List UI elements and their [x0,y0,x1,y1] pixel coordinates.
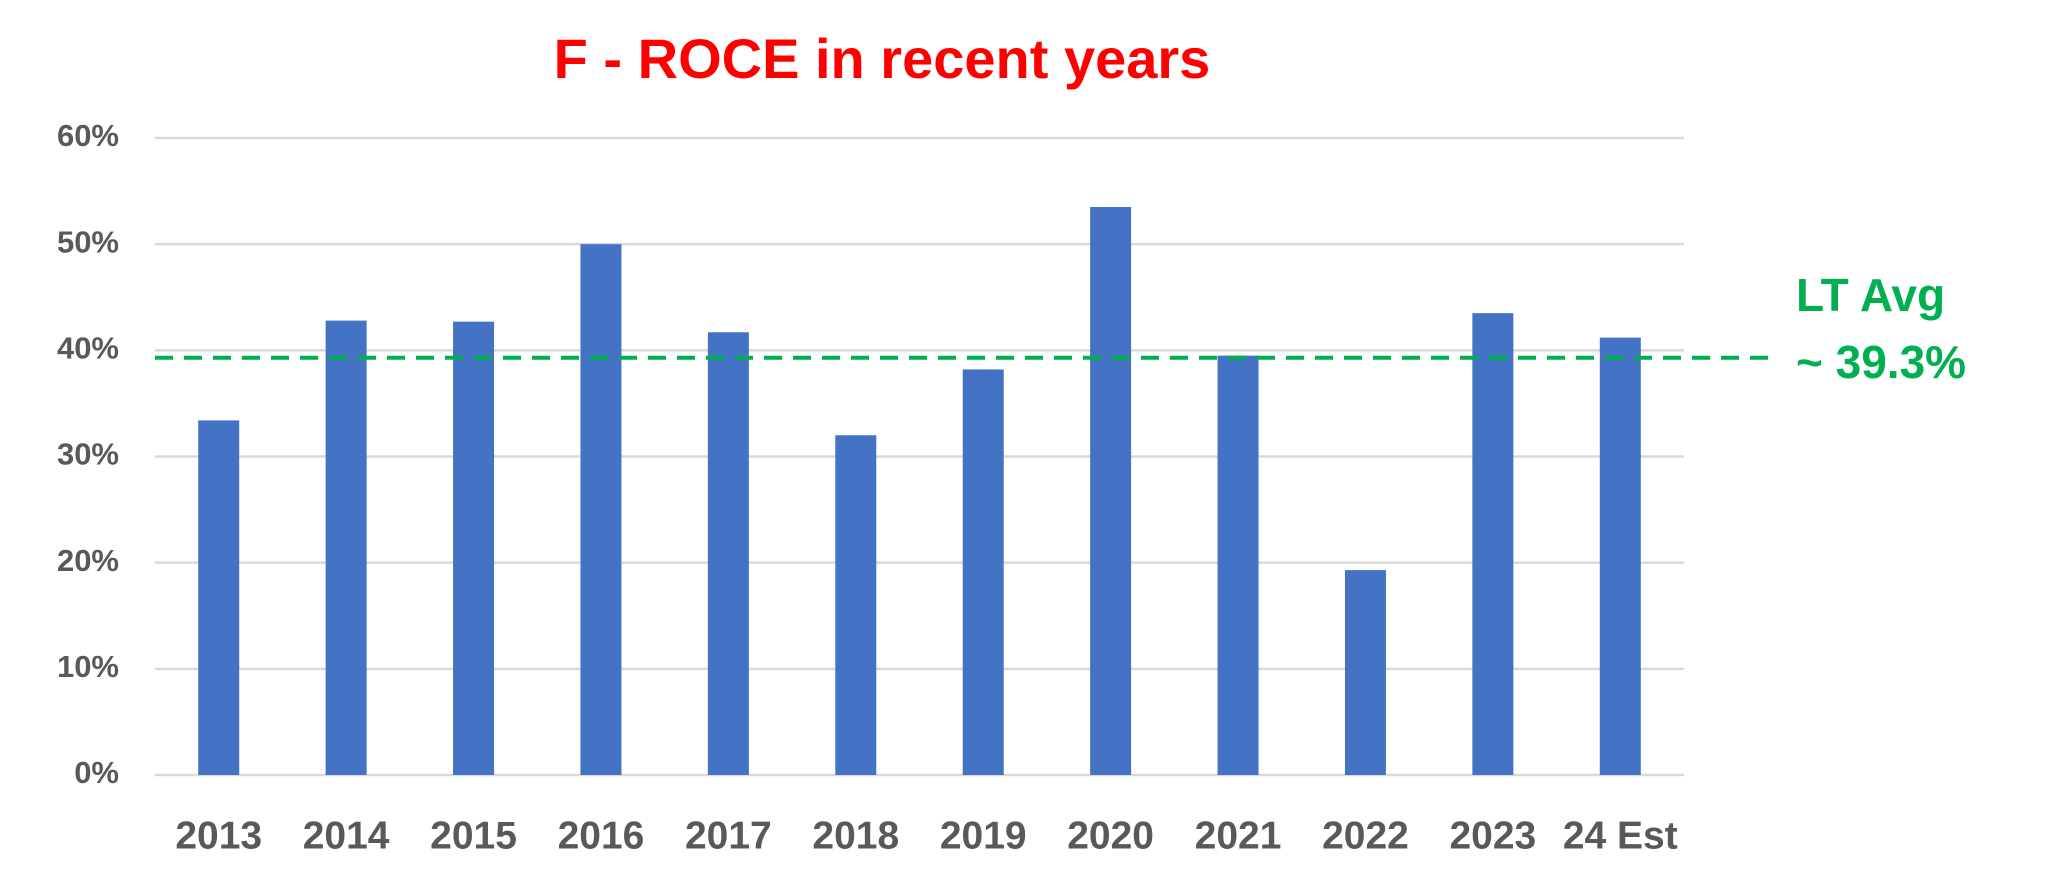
y-tick-label: 40% [57,331,119,366]
bar [1472,313,1514,775]
chart-title: F - ROCE in recent years [554,27,1211,90]
x-tick-label: 2017 [685,814,772,857]
y-tick-label: 50% [57,224,119,259]
bar [580,244,622,775]
x-tick-label: 2016 [558,814,645,857]
x-tick-label: 2022 [1322,814,1409,857]
y-tick-label: 60% [57,118,119,153]
x-tick-label: 2020 [1067,814,1154,857]
bar [453,321,495,775]
x-tick-label: 2014 [303,814,390,857]
bar [1599,337,1641,775]
y-tick-label: 30% [57,437,119,472]
bar [1217,355,1259,775]
x-tick-label: 2023 [1449,814,1536,857]
x-tick-label: 2019 [940,814,1027,857]
bar [1090,207,1132,776]
bar [835,435,877,775]
reference-label: LT Avg [1796,269,1945,321]
x-tick-label: 2021 [1195,814,1282,857]
x-tick-label: 2015 [430,814,517,857]
x-tick-label: 2013 [175,814,262,857]
x-tick-label: 24 Est [1563,814,1678,857]
y-tick-label: 10% [57,649,119,684]
bar [707,332,749,775]
y-tick-label: 20% [57,543,119,578]
bar [325,320,367,775]
bar [962,369,1004,775]
reference-value-label: ~ 39.3% [1796,336,1966,388]
y-tick-label: 0% [74,755,119,790]
x-tick-label: 2018 [812,814,899,857]
bar [1344,570,1386,775]
bar [198,420,240,775]
